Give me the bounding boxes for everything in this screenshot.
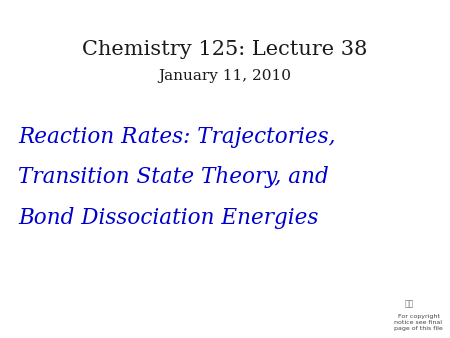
Text: For copyright
notice see final
page of this file: For copyright notice see final page of t… xyxy=(394,314,443,331)
Text: Transition State Theory, and: Transition State Theory, and xyxy=(18,166,329,189)
Text: January 11, 2010: January 11, 2010 xyxy=(158,69,292,83)
Text: Chemistry 125: Lecture 38: Chemistry 125: Lecture 38 xyxy=(82,40,368,58)
Text: Bond Dissociation Energies: Bond Dissociation Energies xyxy=(18,207,319,229)
Text: Reaction Rates: Trajectories,: Reaction Rates: Trajectories, xyxy=(18,126,336,148)
Text: ⒸⒸ: ⒸⒸ xyxy=(405,300,414,309)
